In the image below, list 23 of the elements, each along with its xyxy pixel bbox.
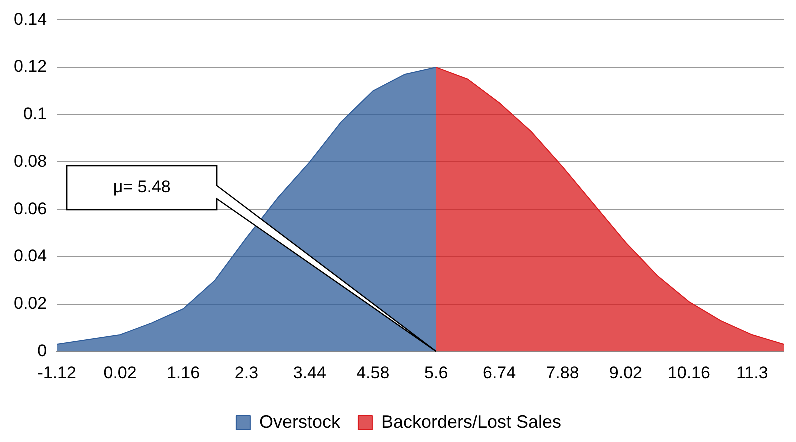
x-tick-label: 7.88 <box>546 363 580 382</box>
y-tick-label: 0.08 <box>14 152 48 171</box>
y-tick-label: 0.02 <box>14 294 48 313</box>
y-tick-label: 0.06 <box>14 199 48 218</box>
y-tick-label: 0.14 <box>14 10 48 29</box>
annotation: μ= 5.48 <box>113 178 171 197</box>
x-tick-label: 2.3 <box>234 363 259 382</box>
y-tick-label: 0.1 <box>23 104 48 124</box>
x-tick-label: 4.58 <box>356 363 390 382</box>
x-tick-label: 10.16 <box>668 363 710 382</box>
y-tick-label: 0.12 <box>14 57 48 76</box>
y-tick-label: 0 <box>38 341 48 360</box>
x-tick-label: 3.44 <box>293 363 326 382</box>
x-tick-label: -1.12 <box>38 363 76 382</box>
legend-label: Backorders/Lost Sales <box>381 412 562 432</box>
x-tick-label: 9.02 <box>609 363 643 382</box>
legend-label: Overstock <box>259 412 342 432</box>
x-tick-label: 5.6 <box>424 363 448 382</box>
y-tick-label: 0.04 <box>14 246 48 266</box>
x-tick-label: 0.02 <box>104 363 137 382</box>
x-tick-label: 6.74 <box>483 363 516 382</box>
x-tick-label: 1.16 <box>166 363 200 382</box>
x-tick-label: 11.3 <box>736 363 768 382</box>
